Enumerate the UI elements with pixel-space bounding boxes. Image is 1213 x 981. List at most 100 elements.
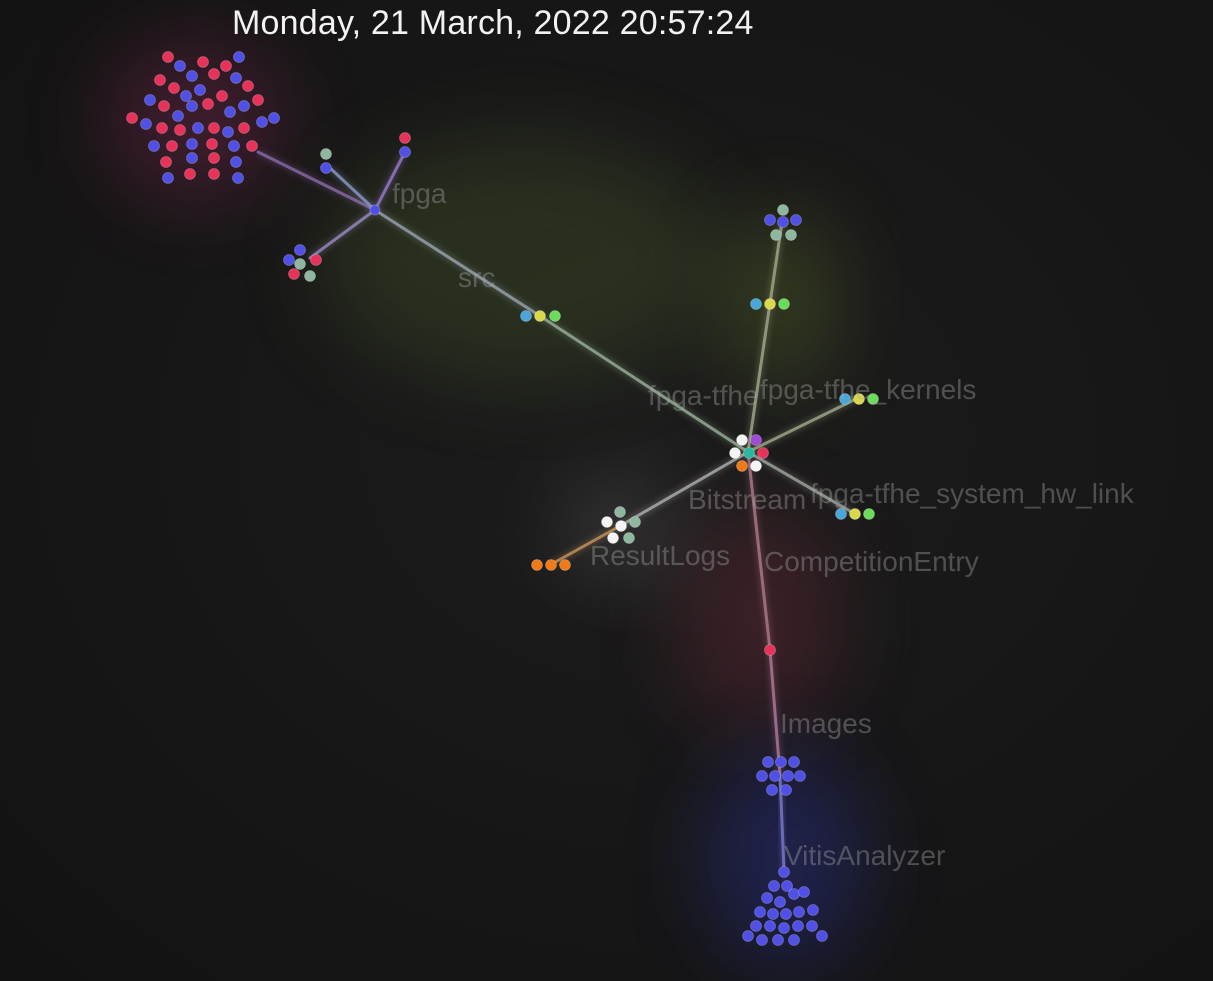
file-node [736,460,748,472]
file-node [807,904,819,916]
file-node [220,60,232,72]
file-node [867,393,879,405]
file-node [743,447,755,459]
file-node [186,100,198,112]
file-node [780,784,792,796]
file-node [788,934,800,946]
file-node [202,98,214,110]
file-node [778,922,790,934]
file-node [750,298,762,310]
cluster-glows [105,40,865,970]
file-node [140,118,152,130]
file-node [614,506,626,518]
file-node [750,920,762,932]
file-node [208,122,220,134]
file-node [283,254,295,266]
edge-to-bitstream [618,450,750,528]
file-node [208,152,220,164]
file-node [782,770,794,782]
file-node [520,310,532,322]
file-node [232,172,244,184]
file-node [761,892,773,904]
file-node [228,140,240,152]
dir-label-images: Images [780,708,872,739]
file-node [399,132,411,144]
file-node [162,51,174,63]
edge-fpga-leaf-b [373,150,407,212]
edge-src-fpga-tfhe [538,314,750,454]
file-node [764,644,776,656]
file-node [246,140,258,152]
file-node [172,110,184,122]
file-node [798,886,810,898]
file-node [230,72,242,84]
file-node [184,168,196,180]
file-node [849,508,861,520]
file-node [268,112,280,124]
file-node [615,520,627,532]
dir-label-fpga: fpga [392,178,447,209]
edge-to-kernels [746,396,860,454]
file-node [162,172,174,184]
file-node [853,393,865,405]
file-node [785,229,797,241]
file-node [764,920,776,932]
dir-label-bitstream: Bitstream [688,484,807,515]
edge-root-fpga [256,150,377,212]
file-node [320,148,332,160]
file-node [148,140,160,152]
file-node [534,310,546,322]
file-node [729,447,741,459]
file-node [256,116,268,128]
file-node [288,268,300,280]
file-node [778,298,790,310]
file-node [369,204,381,216]
dir-label-fpga-tfhe: fpga-tfhe [648,380,759,411]
file-node [788,756,800,768]
file-node [863,508,875,520]
edge-to-images [768,648,782,777]
file-node [623,532,635,544]
file-node [750,460,762,472]
file-node [750,434,762,446]
file-node [222,126,234,138]
file-node [208,68,220,80]
file-node [238,100,250,112]
file-node [764,298,776,310]
file-node [766,784,778,796]
file-node [781,880,793,892]
file-node [304,270,316,282]
file-node [158,100,170,112]
file-node [531,559,543,571]
file-node [777,216,789,228]
file-node [144,94,156,106]
file-node [764,214,776,226]
timestamp: Monday, 21 March, 2022 20:57:24 [232,4,754,42]
file-node [230,156,242,168]
file-node [216,90,228,102]
file-node [180,90,192,102]
file-node [160,156,172,168]
file-node [839,393,851,405]
edge-to-hw-link [746,450,857,516]
edge-fpga-leaf-a [328,166,377,212]
file-node [607,532,619,544]
file-node [166,140,178,152]
dir-label-competitionentry: CompetitionEntry [764,546,979,577]
file-node [601,516,613,528]
edge-to-competitionentry [746,450,772,652]
file-node [399,146,411,158]
file-node [772,934,784,946]
file-node [775,756,787,768]
file-node [320,162,332,174]
edge-fpga-leaf-c [308,208,377,260]
file-node [186,152,198,164]
file-node [790,214,802,226]
file-node [754,906,766,918]
file-node [168,82,180,94]
file-node [206,138,218,150]
file-node [788,888,800,900]
dir-label-resultlogs: ResultLogs [590,540,731,571]
file-node [793,906,805,918]
file-node [294,258,306,270]
